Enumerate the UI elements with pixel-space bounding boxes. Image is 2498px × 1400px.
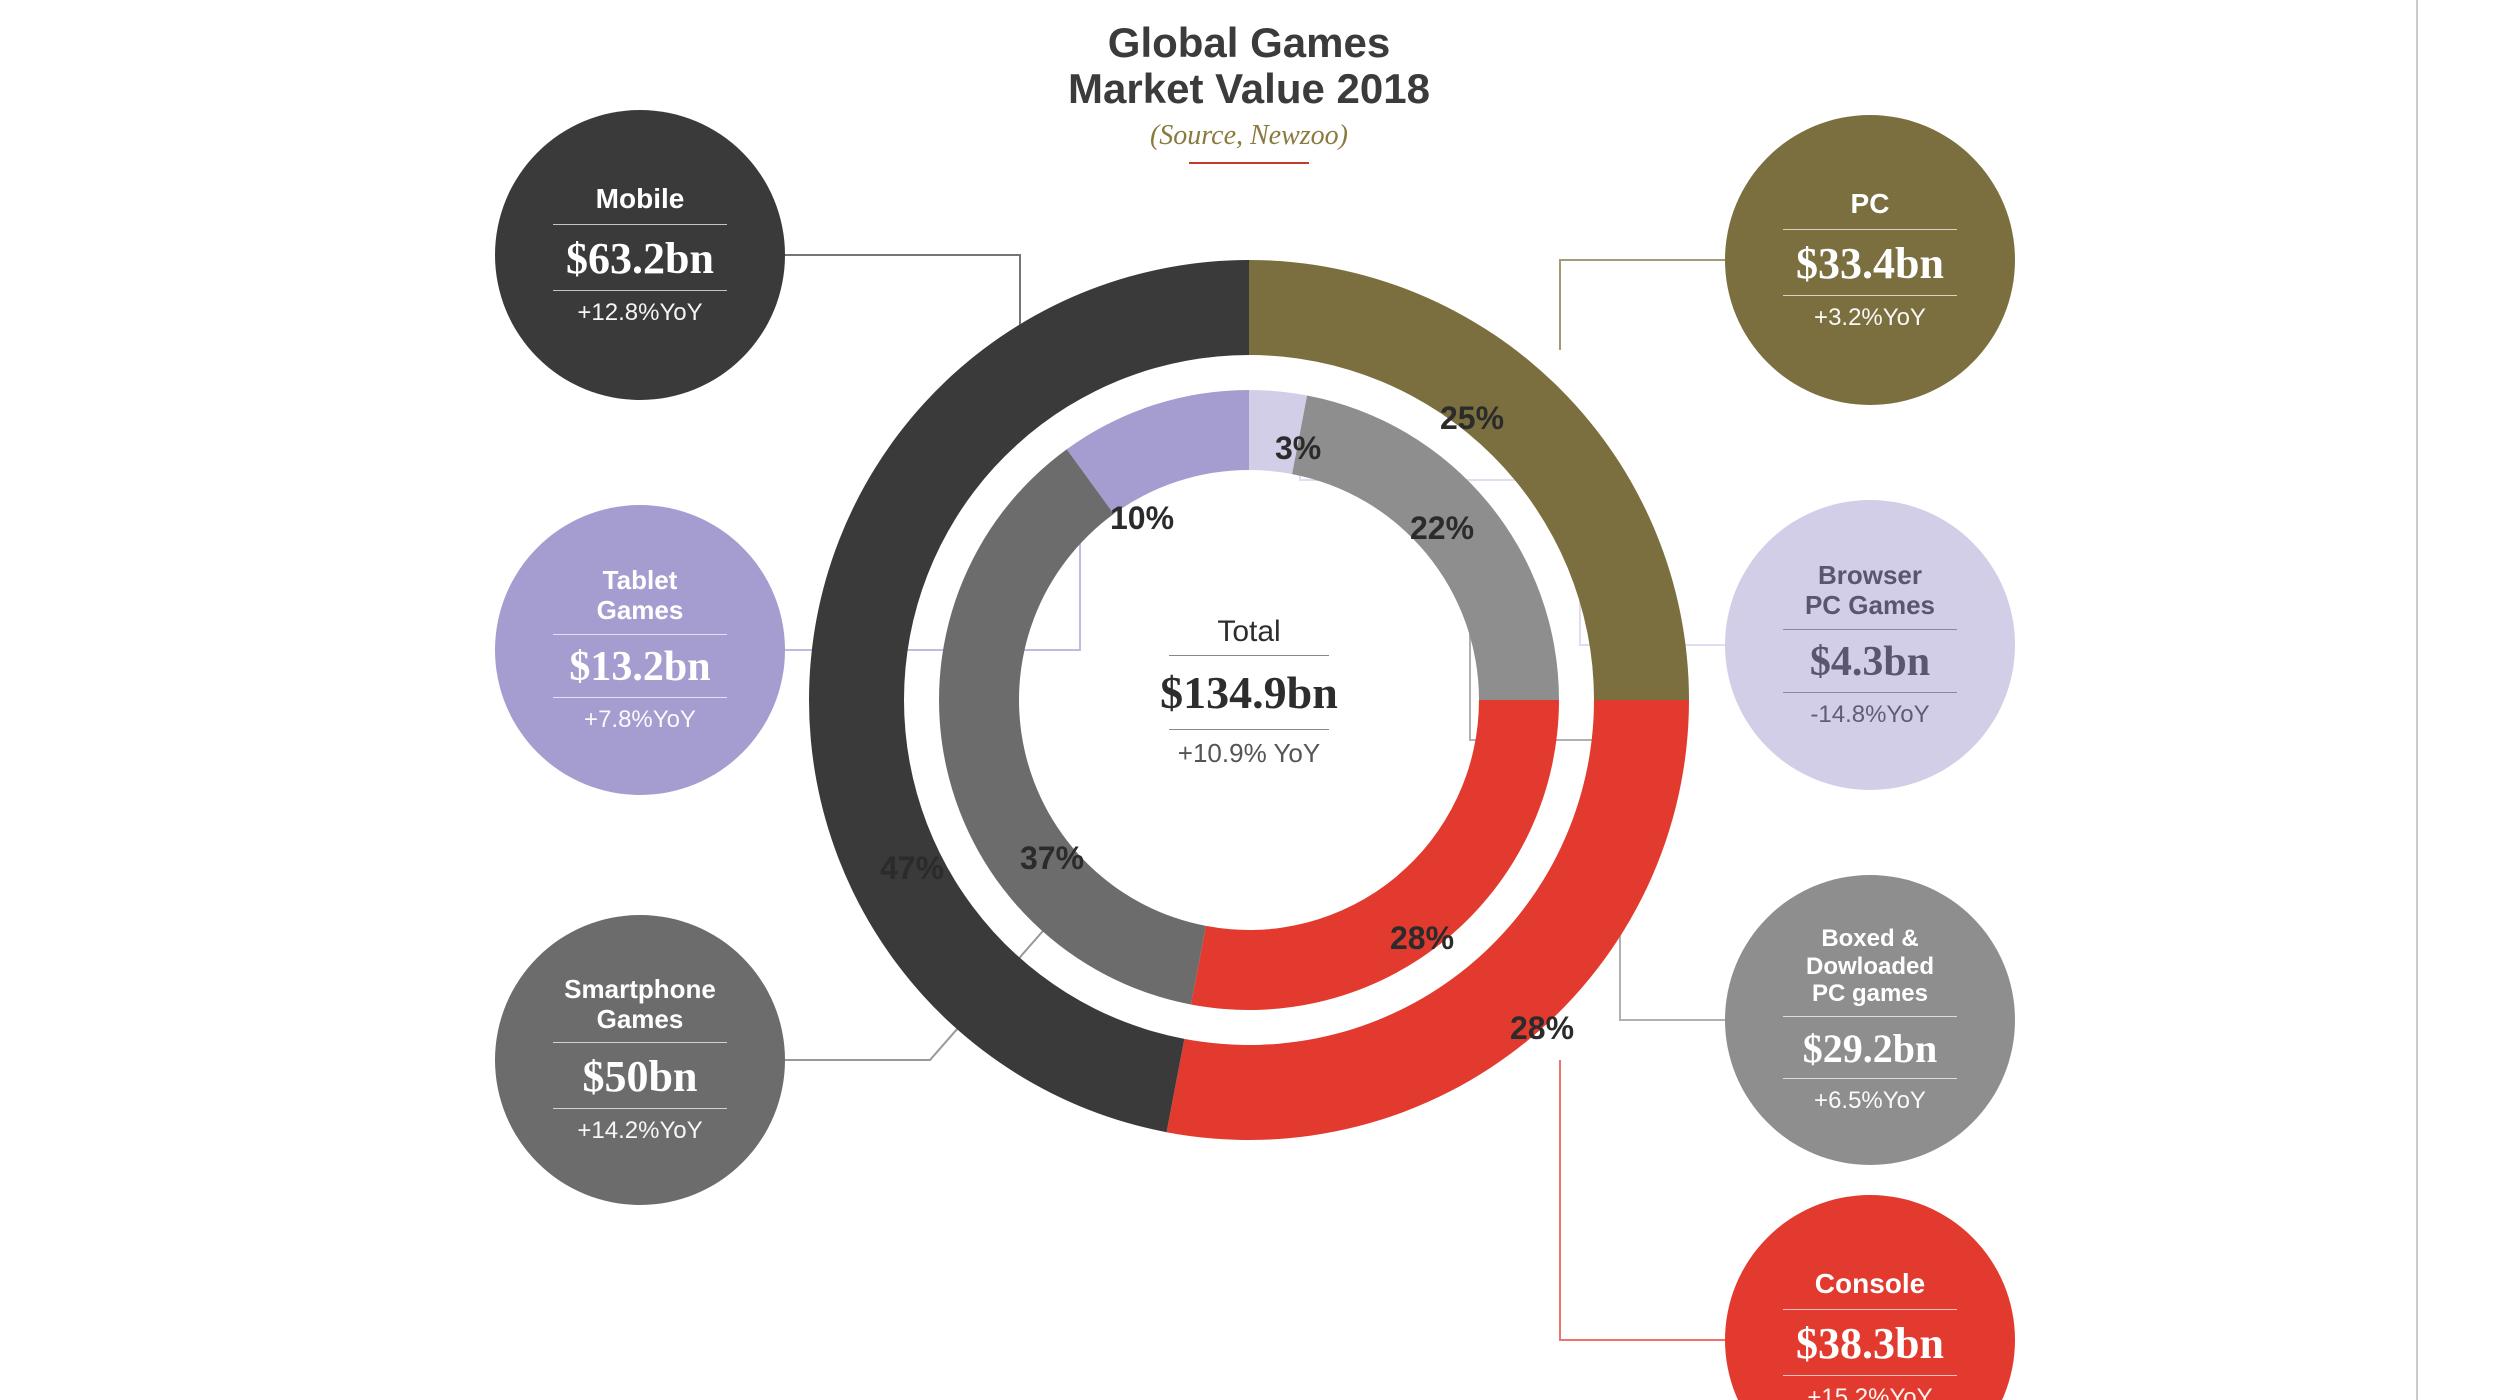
- bubble-yoy: +3.2%YoY: [1814, 304, 1926, 332]
- bubble-divider: [553, 634, 727, 635]
- bubble-yoy: +7.8%YoY: [584, 706, 696, 734]
- bubble-yoy: +6.5%YoY: [1814, 1087, 1926, 1115]
- center-total-yoy: +10.9% YoY: [1099, 738, 1399, 769]
- bubble-browser: BrowserPC Games $4.3bn -14.8%YoY: [1725, 500, 2015, 790]
- center-divider-top: [1169, 655, 1329, 656]
- center-total-value: $134.9bn: [1099, 666, 1399, 719]
- bubble-divider: [553, 1042, 727, 1043]
- bubble-label: SmartphoneGames: [554, 975, 726, 1043]
- ring-pct-label: 3%: [1275, 430, 1321, 467]
- bubble-divider: [553, 290, 727, 291]
- bubble-value: $4.3bn: [1810, 638, 1930, 686]
- bubble-divider: [1783, 295, 1957, 296]
- bubble-divider: [553, 1108, 727, 1109]
- center-total-label: Total: [1099, 615, 1399, 649]
- ring-pct-label: 28%: [1390, 920, 1454, 957]
- bubble-yoy: +12.8%YoY: [577, 299, 702, 327]
- bubble-value: $33.4bn: [1796, 238, 1944, 289]
- bubble-label: BrowserPC Games: [1795, 561, 1945, 629]
- bubble-value: $38.3bn: [1796, 1318, 1944, 1369]
- bubble-label: TabletGames: [587, 566, 694, 634]
- connector-line: [1560, 260, 1725, 350]
- bubble-value: $29.2bn: [1803, 1025, 1938, 1072]
- bubble-tablet: TabletGames $13.2bn +7.8%YoY: [495, 505, 785, 795]
- ring-pct-label: 22%: [1410, 510, 1474, 547]
- ring-pct-label: 25%: [1440, 400, 1504, 437]
- ring-pct-label: 10%: [1110, 500, 1174, 537]
- bubble-value: $50bn: [583, 1051, 698, 1102]
- bubble-label: PC: [1841, 188, 1900, 228]
- center-total: Total $134.9bn +10.9% YoY: [1099, 615, 1399, 769]
- bubble-yoy: -14.8%YoY: [1810, 701, 1929, 729]
- bubble-label: Mobile: [586, 183, 695, 223]
- bubble-divider: [1783, 1309, 1957, 1310]
- bubble-divider: [1783, 1078, 1957, 1079]
- bubble-label: Boxed &DowloadedPC games: [1796, 925, 1944, 1016]
- bubble-value: $13.2bn: [569, 643, 710, 691]
- bubble-divider: [553, 697, 727, 698]
- infographic-stage: Global Games Market Value 2018 (Source, …: [0, 0, 2498, 1400]
- bubble-pc: PC $33.4bn +3.2%YoY: [1725, 115, 2015, 405]
- connector-line: [1560, 1060, 1725, 1340]
- ring-pct-label: 47%: [880, 850, 944, 887]
- bubble-divider: [1783, 1016, 1957, 1017]
- bubble-yoy: +15.2%YoY: [1807, 1384, 1932, 1400]
- ring-pct-label: 37%: [1020, 840, 1084, 877]
- bubble-yoy: +14.2%YoY: [577, 1117, 702, 1145]
- bubble-smartphone: SmartphoneGames $50bn +14.2%YoY: [495, 915, 785, 1205]
- connector-line: [785, 255, 1020, 350]
- bubble-divider: [1783, 692, 1957, 693]
- center-divider-bottom: [1169, 729, 1329, 730]
- bubble-divider: [1783, 629, 1957, 630]
- bubble-mobile: Mobile $63.2bn +12.8%YoY: [495, 110, 785, 400]
- bubble-divider: [553, 224, 727, 225]
- bubble-boxed: Boxed &DowloadedPC games $29.2bn +6.5%YoY: [1725, 875, 2015, 1165]
- bubble-divider: [1783, 1375, 1957, 1376]
- bubble-label: Console: [1805, 1268, 1935, 1308]
- bubble-divider: [1783, 229, 1957, 230]
- bubble-value: $63.2bn: [566, 233, 714, 284]
- ring-pct-label: 28%: [1510, 1010, 1574, 1047]
